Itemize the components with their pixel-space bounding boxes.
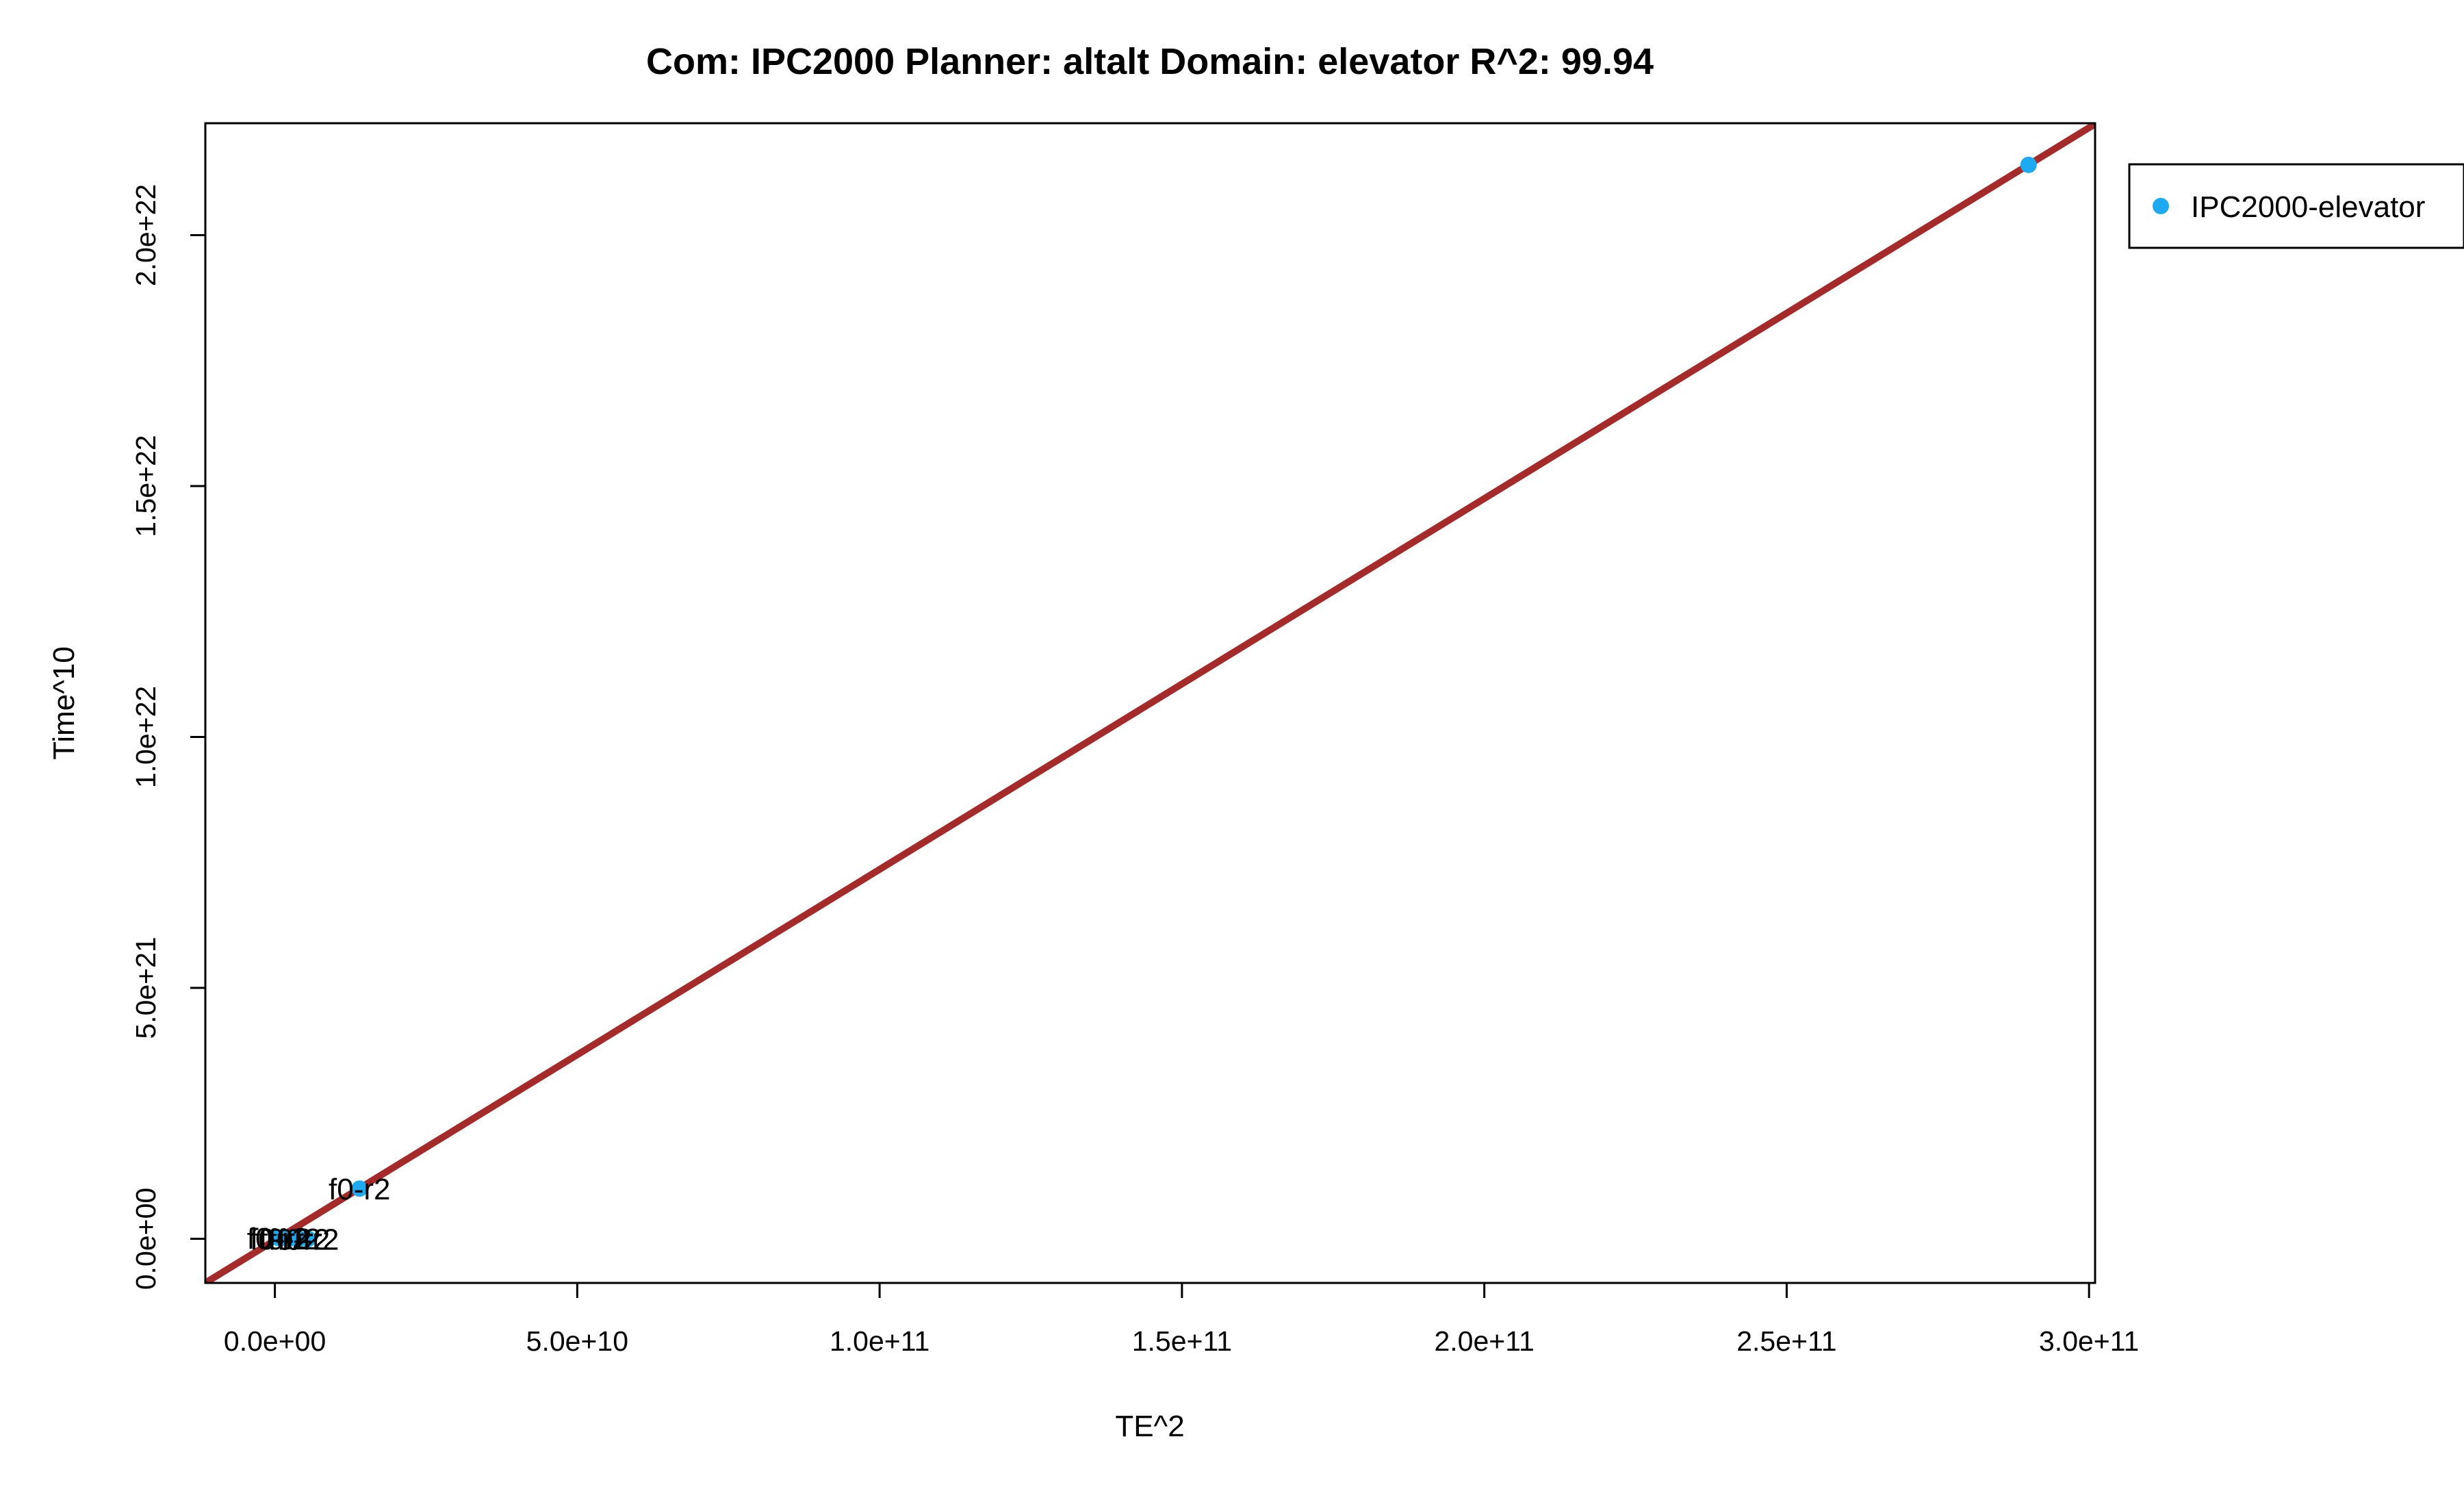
y-axis-label: Time^10	[47, 646, 81, 760]
point-label: f0-r2	[268, 1223, 330, 1256]
data-point	[351, 1180, 368, 1197]
point-label: f0-r2	[329, 1173, 390, 1206]
point-label: f0-r2	[247, 1222, 309, 1256]
x-tick-label: 1.0e+11	[830, 1325, 929, 1357]
legend-box	[2128, 163, 2464, 249]
legend: IPC2000-elevator	[2128, 163, 2464, 249]
x-tick-label: 0.0e+00	[224, 1325, 326, 1357]
x-tick-label: 5.0e+10	[526, 1325, 628, 1357]
chart-title: Com: IPC2000 Planner: altalt Domain: ele…	[646, 41, 1654, 82]
data-point	[2020, 156, 2037, 173]
fit-line	[205, 123, 2095, 1283]
point-label: f0-r2	[259, 1223, 320, 1256]
x-axis-label: TE^2	[1115, 1410, 1184, 1443]
x-tick-label: 2.5e+11	[1736, 1325, 1836, 1357]
x-tick-label: 1.5e+11	[1132, 1325, 1232, 1357]
data-point	[300, 1230, 317, 1247]
y-tick-label: 5.0e+21	[130, 937, 162, 1039]
y-tick-label: 1.5e+22	[130, 435, 162, 537]
x-tick-label: 2.0e+11	[1434, 1325, 1534, 1357]
y-tick-label: 0.0e+00	[130, 1188, 162, 1290]
point-label: f0-r2	[250, 1223, 311, 1256]
legend-marker	[2153, 198, 2169, 214]
point-label: f0-r2	[277, 1223, 339, 1256]
legend-label: IPC2000-elevator	[2191, 190, 2425, 224]
x-tick-label: 3.0e+11	[2039, 1325, 2139, 1357]
y-tick-label: 1.0e+22	[130, 686, 162, 788]
y-tick-label: 2.0e+22	[130, 184, 162, 286]
